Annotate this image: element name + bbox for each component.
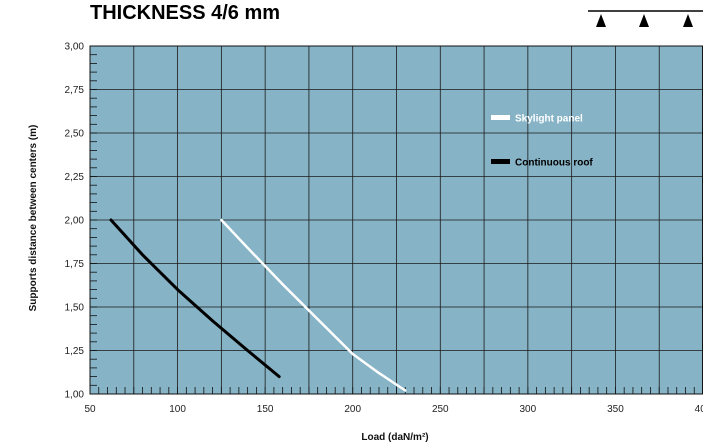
- x-tick-label: 200: [344, 404, 361, 415]
- x-axis-label: Load (daN/m²): [361, 432, 428, 443]
- legend-swatch: [491, 159, 510, 164]
- series-line-skylight-panel: [220, 218, 407, 392]
- support-diagram: [588, 10, 703, 27]
- y-tick-label: 1,00: [65, 390, 85, 401]
- y-axis-label: Supports distance between centers (m): [28, 125, 39, 312]
- x-tick-label: 250: [432, 404, 449, 415]
- series-layer: [109, 218, 407, 392]
- legend-label: Continuous roof: [515, 158, 593, 169]
- legend-label: Skylight panel: [515, 114, 583, 125]
- x-tick-label: 300: [520, 404, 537, 415]
- x-tick-label: 100: [169, 404, 186, 415]
- y-tick-label: 1,50: [65, 303, 85, 314]
- x-tick-label: 400: [695, 404, 703, 415]
- legend-swatch: [491, 115, 510, 120]
- series-line-continuous-roof: [109, 218, 281, 379]
- x-tick-label: 150: [257, 404, 274, 415]
- legend: Skylight panel Continuous roof: [491, 114, 593, 169]
- grid-lines: [89, 45, 703, 395]
- y-tick-label: 2,00: [65, 216, 85, 227]
- support-triangle-icon: [596, 14, 606, 27]
- support-triangle-icon: [639, 14, 649, 27]
- support-triangle-icon: [683, 14, 693, 27]
- y-tick-label: 1,25: [65, 346, 85, 357]
- x-tick-labels: 50 100 150 200 250 300 350 400: [84, 404, 703, 415]
- y-tick-label: 2,50: [65, 129, 85, 140]
- y-tick-label: 3,00: [65, 42, 85, 53]
- chart-title: THICKNESS 4/6 mm: [90, 2, 280, 24]
- y-tick-label: 2,75: [65, 85, 85, 96]
- y-tick-label: 2,25: [65, 172, 85, 183]
- x-tick-label: 50: [84, 404, 96, 415]
- y-tick-label: 1,75: [65, 259, 85, 270]
- y-tick-labels: 1,00 1,25 1,50 1,75 2,00 2,25 2,50 2,75 3,00: [65, 42, 85, 401]
- x-tick-label: 350: [607, 404, 624, 415]
